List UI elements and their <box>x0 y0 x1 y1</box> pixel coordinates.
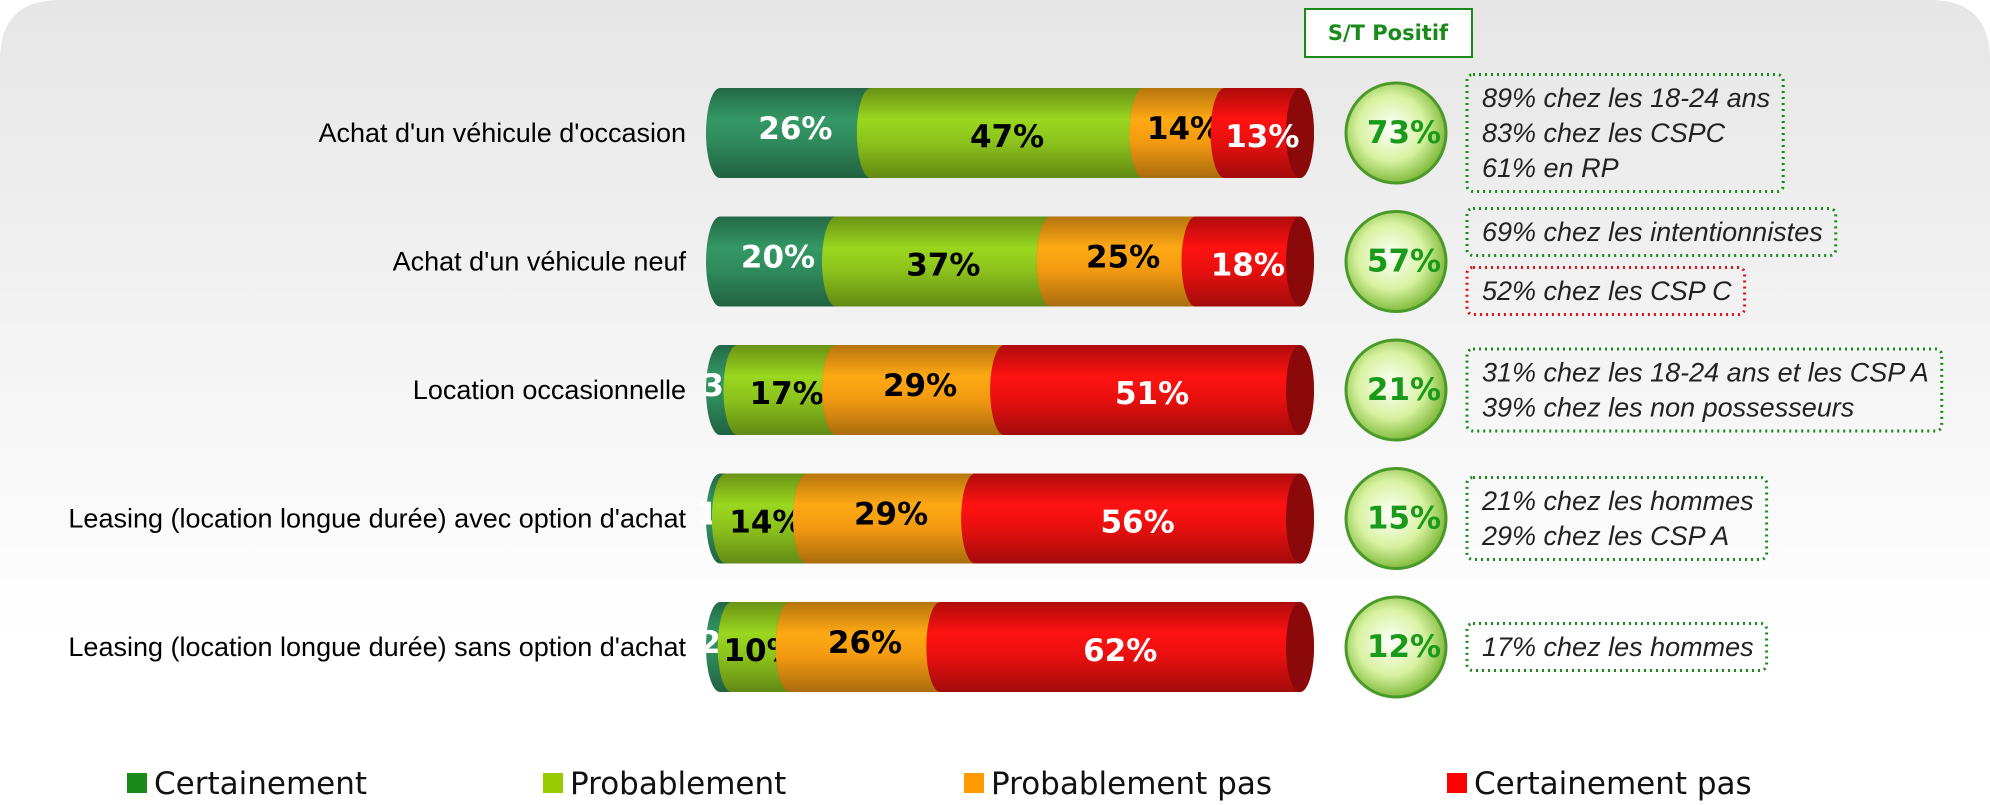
bar-body <box>1129 88 1239 178</box>
bar-body <box>990 345 1314 435</box>
annotation-box <box>1465 73 1785 193</box>
summary-label: 73% <box>1367 115 1441 151</box>
category-label: Leasing (location longue durée) sans opt… <box>68 632 686 662</box>
annotation-box <box>1465 622 1769 672</box>
category-label: Achat d'un véhicule d'occasion <box>318 118 686 148</box>
summary-label: 12% <box>1367 629 1441 665</box>
summary-label: 21% <box>1367 372 1441 408</box>
bar-segment <box>961 473 1314 564</box>
legend-swatch <box>1447 773 1467 793</box>
annotation-text: 17% chez les hommes <box>1482 632 1754 662</box>
summary-title: S/T Positif <box>1328 21 1449 45</box>
summary-circle <box>1344 595 1448 699</box>
legend-label: Certainement <box>154 766 367 801</box>
bar-cap <box>1286 473 1314 564</box>
annotation-text: 31% chez les 18-24 ans et les CSP A <box>1482 358 1929 388</box>
annotation-text: 39% chez les non possesseurs <box>1482 393 1854 423</box>
bar-cap <box>1286 88 1314 178</box>
value-label: 14% <box>1147 111 1221 147</box>
annotation-text: 83% chez les CSPC <box>1482 118 1726 148</box>
bar-body <box>1181 216 1314 307</box>
bar-body <box>856 88 1158 178</box>
summary-circle <box>1344 467 1448 570</box>
summary-header-box <box>1304 8 1473 58</box>
bar-body <box>775 602 955 692</box>
bar-segment <box>926 602 1314 692</box>
summary-circle <box>1344 338 1448 442</box>
bar-body <box>793 473 990 564</box>
value-label: 17% <box>750 376 824 412</box>
legend-swatch <box>127 773 147 793</box>
bar-cap <box>1286 216 1314 307</box>
summary-label: 15% <box>1367 501 1441 537</box>
value-label: 29% <box>854 497 928 533</box>
value-label: 14% <box>729 505 803 541</box>
annotation-text: 29% chez les CSP A <box>1481 521 1729 551</box>
summary-circle <box>1344 81 1448 185</box>
annotation-box <box>1465 207 1838 257</box>
value-label: 25% <box>1086 240 1160 276</box>
summary-circle <box>1344 210 1448 313</box>
bar-cap <box>1286 345 1314 435</box>
value-label: 18% <box>1211 248 1285 284</box>
value-label: 51% <box>1115 376 1189 412</box>
value-label: 47% <box>970 119 1044 155</box>
annotation-text: 52% chez les CSP C <box>1482 276 1732 306</box>
value-label: 26% <box>758 111 832 147</box>
value-label: 29% <box>883 368 957 404</box>
annotation-text: 69% chez les intentionnistes <box>1482 217 1823 247</box>
bar-body <box>706 216 850 307</box>
value-label: 37% <box>906 248 980 284</box>
value-label: 20% <box>741 240 815 276</box>
bar-cap <box>1286 602 1314 692</box>
bar-body <box>926 602 1314 692</box>
bar-segment <box>990 345 1314 435</box>
category-label: Location occasionnelle <box>413 375 686 405</box>
bar-body <box>723 345 850 435</box>
value-label: 56% <box>1100 505 1174 541</box>
value-label: 26% <box>828 625 902 661</box>
summary-label: 57% <box>1367 244 1441 280</box>
bar-body <box>961 473 1314 564</box>
bar-body <box>706 88 885 178</box>
annotation-text: 89% chez les 18-24 ans <box>1482 83 1770 113</box>
annotation-text: 61% en RP <box>1482 153 1619 183</box>
legend-label: Probablement pas <box>991 766 1272 801</box>
bar-segment <box>1181 216 1314 307</box>
annotation-box <box>1465 476 1769 561</box>
value-label: 62% <box>1083 633 1157 669</box>
category-label: Achat d'un véhicule neuf <box>393 247 687 277</box>
bar-body <box>822 216 1065 307</box>
legend-label: Certainement pas <box>1474 766 1752 801</box>
bar-segment <box>1210 88 1314 178</box>
annotation-text: 21% chez les hommes <box>1481 486 1754 516</box>
legend-label: Probablement <box>570 766 786 801</box>
category-label: Leasing (location longue durée) avec opt… <box>68 504 686 534</box>
bar-body <box>822 345 1019 435</box>
legend-swatch <box>964 773 984 793</box>
value-label: 13% <box>1225 119 1299 155</box>
annotation-box <box>1465 266 1747 316</box>
bar-body <box>711 473 822 564</box>
bar-body <box>1036 216 1210 307</box>
legend-swatch <box>543 773 563 793</box>
